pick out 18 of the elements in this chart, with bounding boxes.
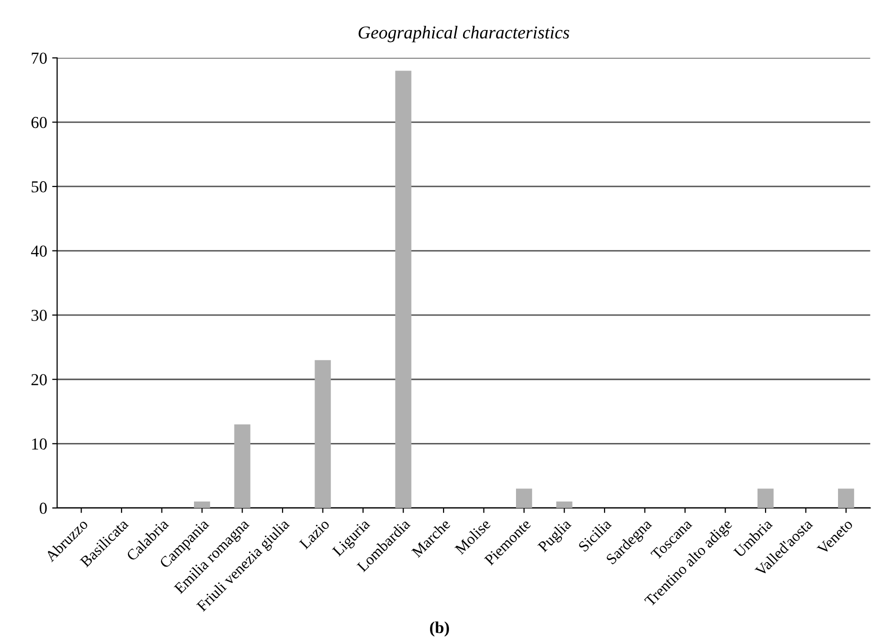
y-tick-label: 60	[31, 116, 47, 128]
y-tick-label: 50	[32, 181, 47, 192]
bar	[556, 502, 572, 508]
bar	[838, 488, 854, 508]
y-tick-label: 40	[31, 245, 47, 257]
bar	[758, 488, 774, 508]
bar	[516, 488, 532, 508]
y-tick-label: 70	[32, 52, 47, 64]
y-tick-label: 30	[32, 310, 47, 322]
y-tick-label: 20	[31, 374, 47, 386]
bar	[194, 502, 210, 508]
y-tick-label: 10	[32, 438, 47, 450]
bar	[395, 70, 412, 508]
y-tick-label: 0	[40, 502, 47, 514]
chart-title: Geographical characteristics	[358, 26, 570, 42]
bar	[234, 424, 250, 508]
bar	[314, 360, 331, 508]
text: (b)	[430, 621, 449, 637]
